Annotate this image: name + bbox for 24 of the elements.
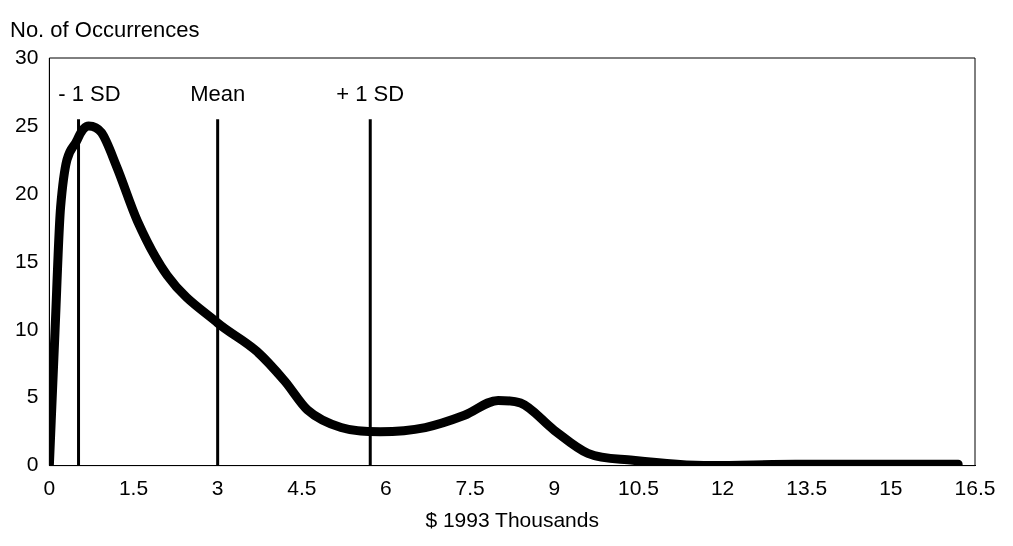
ref-line-label: Mean: [190, 80, 246, 106]
y-tick-label: 25: [15, 112, 39, 136]
x-tick-label: 7.5: [455, 476, 485, 499]
y-tick-label: 5: [26, 384, 39, 408]
x-tick-label: 16.5: [954, 476, 996, 499]
x-tick-label: 12: [710, 476, 735, 499]
y-tick-label: 20: [15, 180, 39, 204]
x-tick-label: 15: [879, 476, 903, 499]
x-axis-title: $ 1993 Thousands: [425, 508, 599, 532]
ref-line-label: + 1 SD: [336, 80, 405, 106]
y-tick-label: 30: [15, 44, 39, 68]
x-tick-label: 9: [548, 476, 561, 499]
x-tick-label: 13.5: [786, 476, 828, 499]
y-axis-title: No. of Occurrences: [10, 17, 200, 43]
x-tick-label: 3: [211, 476, 224, 499]
y-tick-label: 15: [15, 248, 39, 272]
x-tick-label: 10.5: [617, 476, 659, 499]
x-tick-label: 6: [380, 476, 392, 499]
y-tick-label: 10: [15, 316, 39, 340]
x-tick-label: 0: [43, 476, 56, 499]
y-tick-label: 0: [26, 452, 39, 476]
x-tick-label: 4.5: [287, 476, 317, 499]
ref-line-label: - 1 SD: [58, 80, 121, 106]
x-tick-label: 1.5: [118, 476, 149, 499]
